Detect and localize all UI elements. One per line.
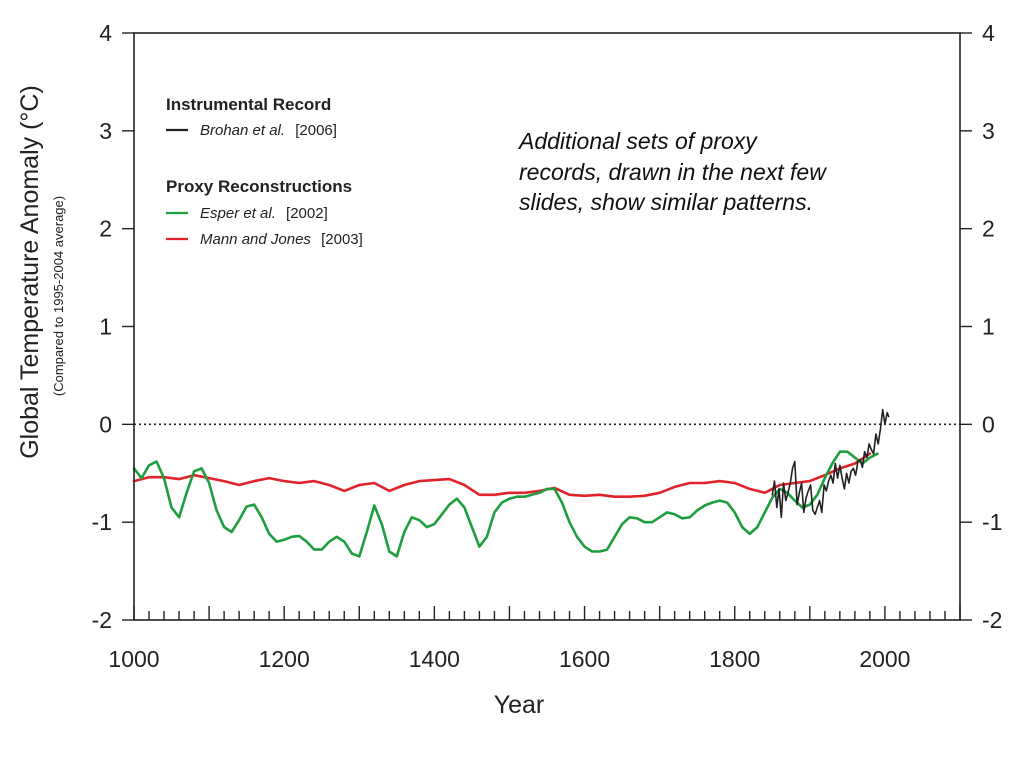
x-tick-label: 1800 <box>709 646 760 672</box>
legend-entry-esper-name: Esper et al. <box>200 205 276 222</box>
legend: Instrumental Record Brohan et al. [2006]… <box>166 95 363 248</box>
y-tick-label-left: -2 <box>92 607 112 633</box>
y-tick-label-right: 1 <box>982 314 995 340</box>
y-tick-label-right: -2 <box>982 607 1002 633</box>
legend-entry-mann-name: Mann and Jones <box>200 231 311 248</box>
x-tick-label: 1600 <box>559 646 610 672</box>
legend-entry-brohan-name: Brohan et al. <box>200 122 285 139</box>
y-tick-label-left: 3 <box>99 118 112 144</box>
series-layer <box>132 408 890 558</box>
x-tick-label: 2000 <box>859 646 910 672</box>
y-tick-label-left: 0 <box>99 411 112 437</box>
legend-heading-instrumental: Instrumental Record <box>166 95 331 114</box>
y-tick-label-right: 2 <box>982 216 995 242</box>
y-tick-label-left: 4 <box>99 20 112 46</box>
y-tick-label-left: 2 <box>99 216 112 242</box>
tick-labels: 1000 1200 1400 1600 1800 2000 -2 -2 -1 -1 0 0 1 1 2 2 3 3… <box>92 20 1003 672</box>
y-axis-subtitle: (Compared to 1995-2004 average) <box>51 196 66 396</box>
legend-entry-mann: Mann and Jones [2003] <box>200 231 363 248</box>
y-tick-label-right: -1 <box>982 509 1002 535</box>
series-line-mann-and-jones-2003 <box>132 452 872 499</box>
y-tick-label-right: 3 <box>982 118 995 144</box>
x-tick-label: 1200 <box>259 646 310 672</box>
legend-entry-brohan: Brohan et al. [2006] <box>200 122 337 139</box>
y-axis-title: Global Temperature Anomaly (°C) <box>16 85 44 459</box>
y-tick-label-right: 4 <box>982 20 995 46</box>
legend-entry-esper-ref: [2002] <box>286 205 328 222</box>
series-line-brohan-et-al-2006 <box>771 408 890 519</box>
annotation-text: Additional sets of proxy records, drawn … <box>519 128 826 215</box>
legend-heading-proxy: Proxy Reconstructions <box>166 177 352 196</box>
legend-entry-brohan-ref: [2006] <box>295 122 337 139</box>
legend-entry-mann-ref: [2003] <box>321 231 363 248</box>
y-tick-label-left: -1 <box>92 509 112 535</box>
legend-entry-esper: Esper et al. [2002] <box>200 205 328 222</box>
series-line-esper-et-al-2002 <box>132 450 879 558</box>
y-tick-label-left: 1 <box>99 314 112 340</box>
x-tick-label: 1000 <box>108 646 159 672</box>
y-tick-label-right: 0 <box>982 411 995 437</box>
axis-ticks <box>122 32 972 621</box>
x-tick-label: 1400 <box>409 646 460 672</box>
x-axis-title: Year <box>494 691 545 719</box>
